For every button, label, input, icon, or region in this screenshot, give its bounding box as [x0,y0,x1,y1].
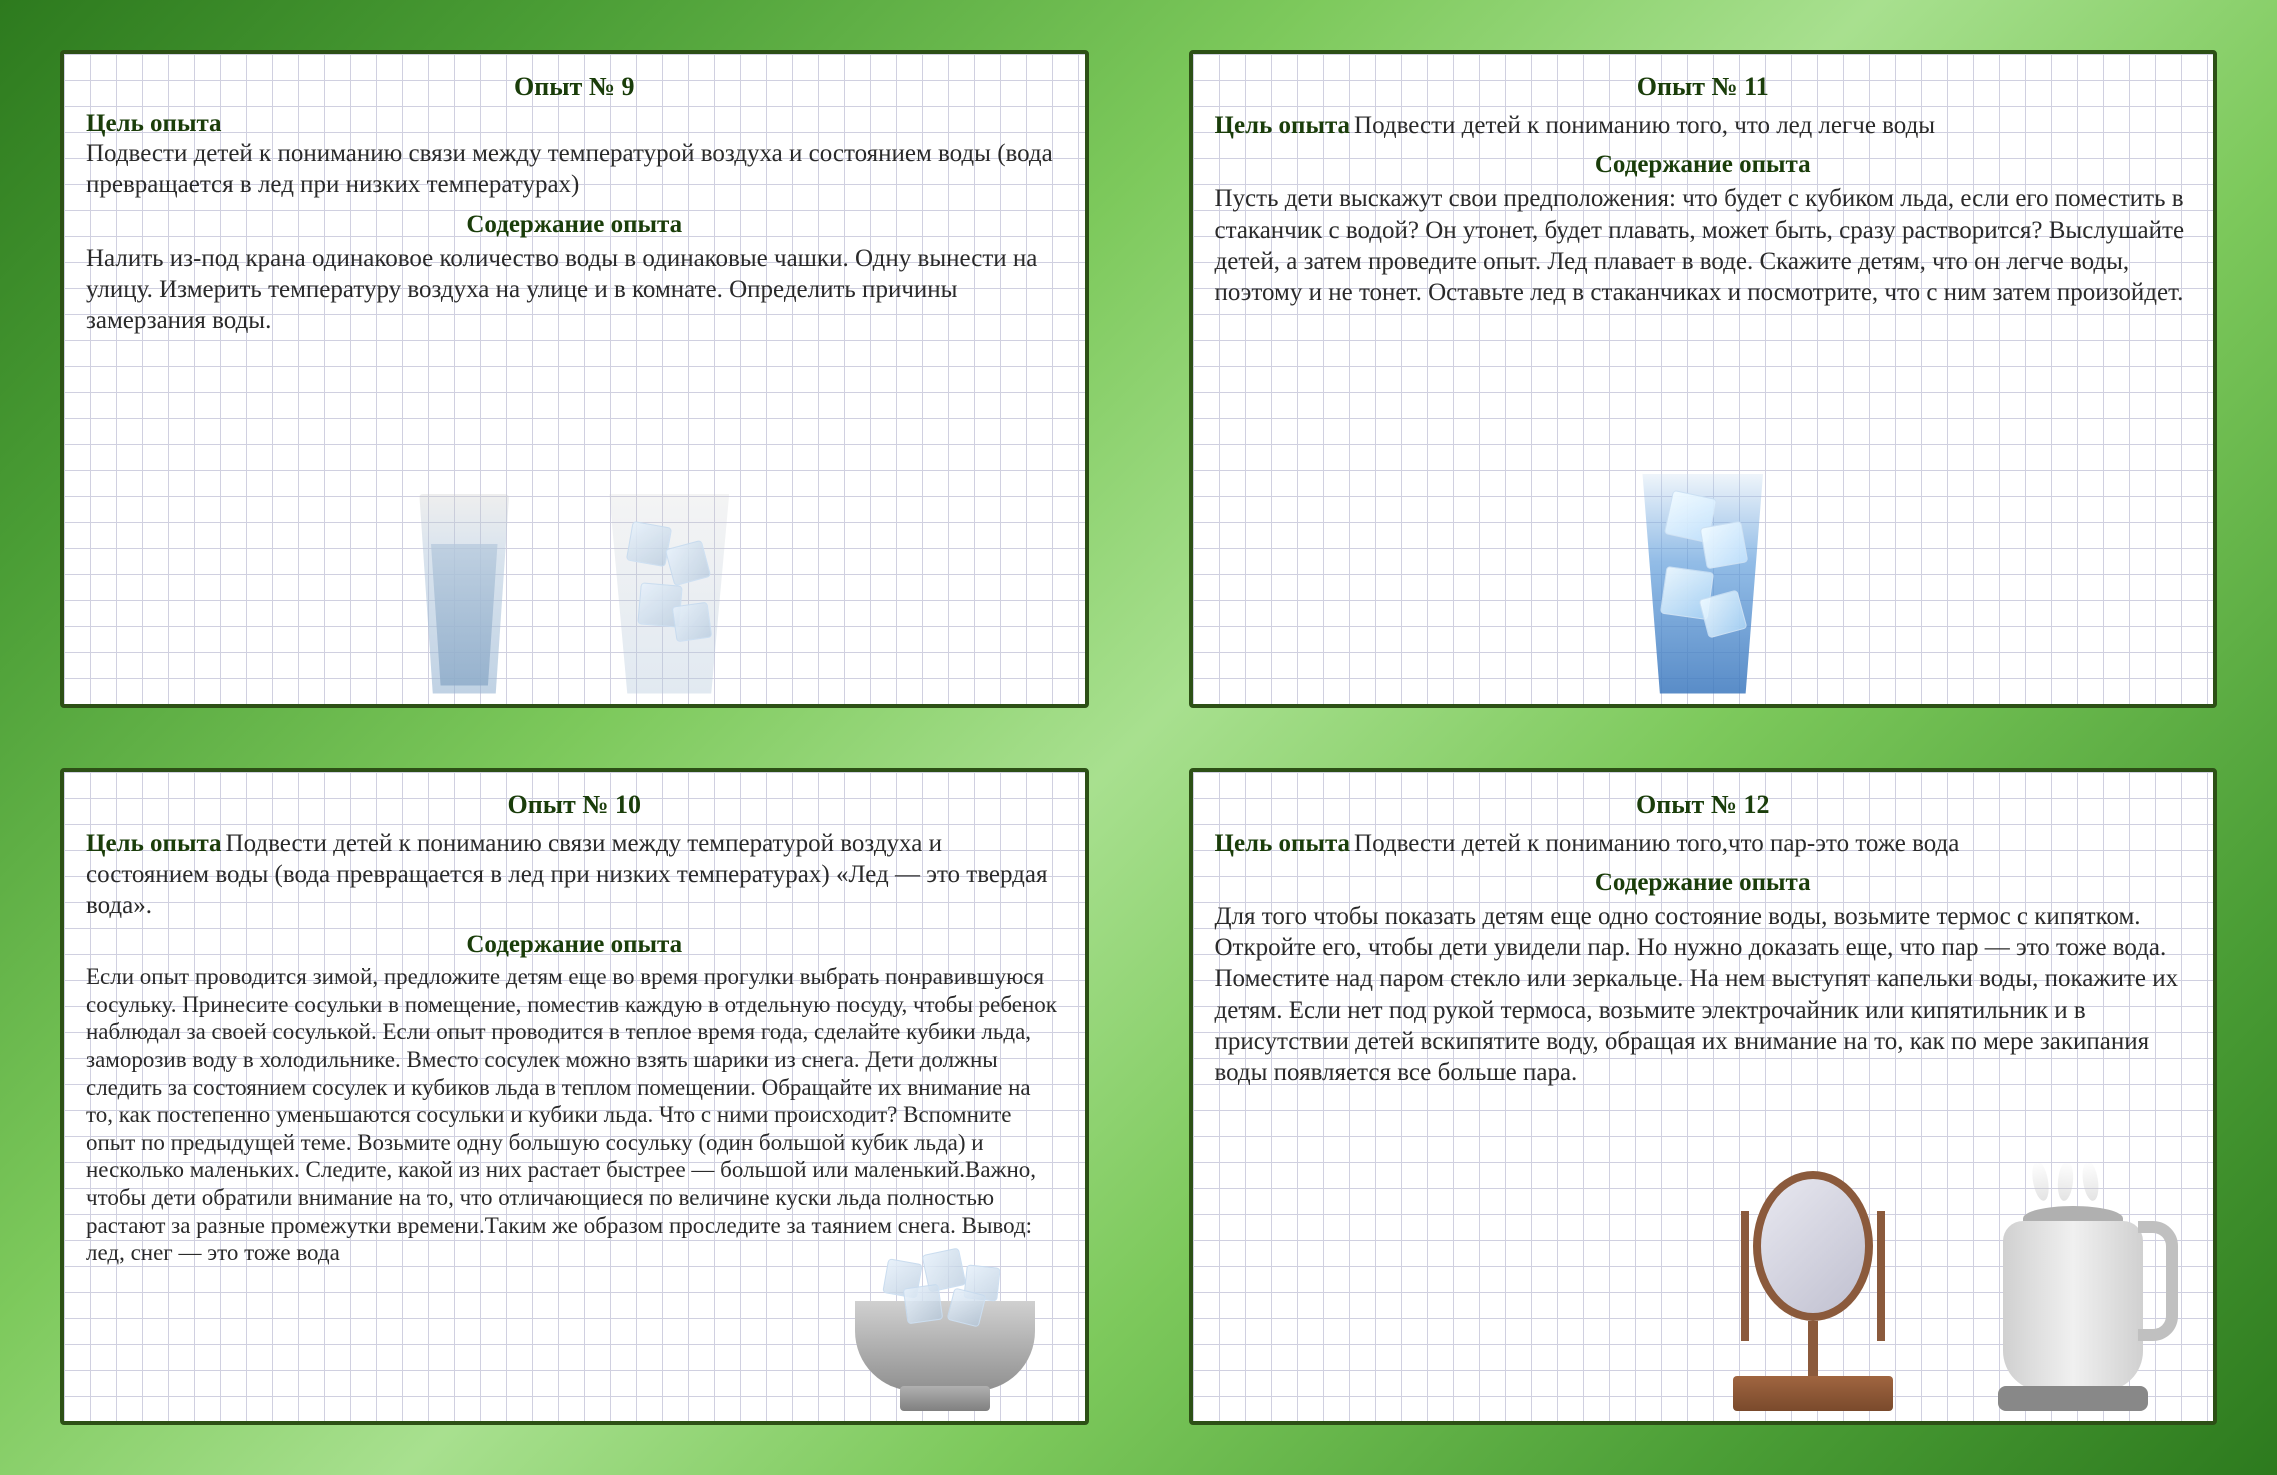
page-grid: Опыт № 9 Цель опыта Подвести детей к пон… [0,0,2277,1475]
experiment-card-11: Опыт № 11 Цель опыта Подвести детей к по… [1189,50,2218,708]
card-title: Опыт № 11 [1215,72,2192,102]
goal-text: Подвести детей к пониманию того, что лед… [1354,112,1935,139]
kettle-icon [1983,1171,2183,1411]
goal-label: Цель опыта [86,830,222,857]
goal-block: Цель опыта Подвести детей к пониманию то… [1215,110,2192,141]
content-label: Содержание опыта [86,931,1063,959]
glass-ice-water-icon [1628,474,1778,694]
illustration-row [64,1251,1085,1411]
content-label: Содержание опыта [86,211,1063,239]
content-label: Содержание опыта [1215,869,2192,897]
illustration-row [1193,474,2214,694]
content-text: Пусть дети выскажут свои предположения: … [1215,183,2192,308]
experiment-card-12: Опыт № 12 Цель опыта Подвести детей к по… [1189,768,2218,1426]
goal-text: Подвести детей к пониманию того,что пар-… [1354,830,1959,857]
bowl-ice-icon [835,1251,1055,1411]
glass-water-icon [409,494,519,694]
illustration-row [64,494,1085,694]
content-label: Содержание опыта [1215,151,2192,179]
card-title: Опыт № 9 [86,72,1063,102]
glass-ice-icon [599,494,739,694]
goal-block: Цель опыта Подвести детей к пониманию св… [86,828,1063,922]
card-title: Опыт № 10 [86,790,1063,820]
content-text: Налить из-под крана одинаковое количеств… [86,243,1063,337]
goal-block: Цель опыта Подвести детей к пониманию то… [1215,828,2192,859]
experiment-card-9: Опыт № 9 Цель опыта Подвести детей к пон… [60,50,1089,708]
content-text: Для того чтобы показать детям еще одно с… [1215,901,2192,1089]
experiment-card-10: Опыт № 10 Цель опыта Подвести детей к по… [60,768,1089,1426]
mirror-icon [1723,1171,1903,1411]
illustration-row [1193,1171,2214,1411]
content-text: Если опыт проводится зимой, предложите д… [86,963,1063,1267]
goal-block: Цель опыта Подвести детей к пониманию св… [86,110,1063,201]
card-title: Опыт № 12 [1215,790,2192,820]
goal-label: Цель опыта [1215,112,1351,139]
goal-label: Цель опыта [86,110,222,137]
goal-text: Подвести детей к пониманию связи между т… [86,138,1063,201]
goal-text: Подвести детей к пониманию связи между т… [86,830,1047,920]
goal-label: Цель опыта [1215,830,1351,857]
